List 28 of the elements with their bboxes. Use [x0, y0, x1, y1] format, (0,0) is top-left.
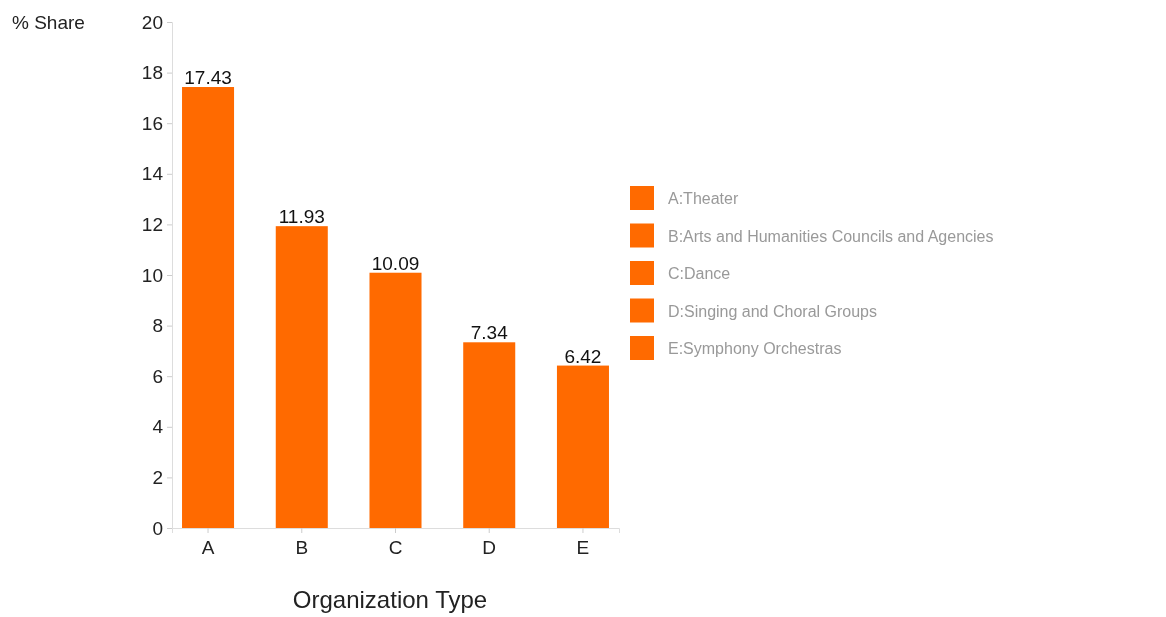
- data-label: 7.34: [470, 322, 509, 344]
- y-axis-title: % Share: [12, 12, 85, 33]
- x-tick-label: C: [388, 537, 403, 559]
- y-tick-label: 4: [152, 416, 164, 438]
- legend-label: B:Arts and Humanities Councils and Agencies: [668, 227, 994, 245]
- y-tick-label: 0: [152, 517, 163, 539]
- x-tick-label: A: [201, 537, 215, 559]
- y-tick-label: 10: [141, 264, 163, 286]
- x-tick-label: E: [576, 537, 590, 559]
- y-tick-label: 18: [141, 62, 163, 84]
- legend-label: C:Dance: [668, 265, 731, 282]
- y-tick-label: 12: [141, 213, 163, 235]
- x-tick-label: D: [482, 537, 497, 559]
- data-label: 10.09: [371, 252, 420, 274]
- data-label: 11.93: [278, 206, 325, 228]
- x-axis-title: Organization Type: [292, 586, 488, 613]
- legend-label: E:Symphony Orchestras: [668, 340, 842, 357]
- y-tick-label: 6: [152, 365, 163, 387]
- data-label: 17.43: [184, 67, 232, 89]
- y-tick-label: 20: [141, 11, 163, 33]
- y-tick-label: 2: [152, 466, 163, 488]
- y-tick-label: 14: [141, 163, 164, 185]
- y-tick-label: 8: [152, 315, 163, 337]
- data-label: 6.42: [564, 345, 602, 367]
- legend-label: D:Singing and Choral Groups: [668, 302, 878, 320]
- x-tick-label: B: [295, 537, 309, 559]
- y-tick-label: 16: [141, 112, 163, 134]
- legend-label: A:Theater: [668, 190, 739, 207]
